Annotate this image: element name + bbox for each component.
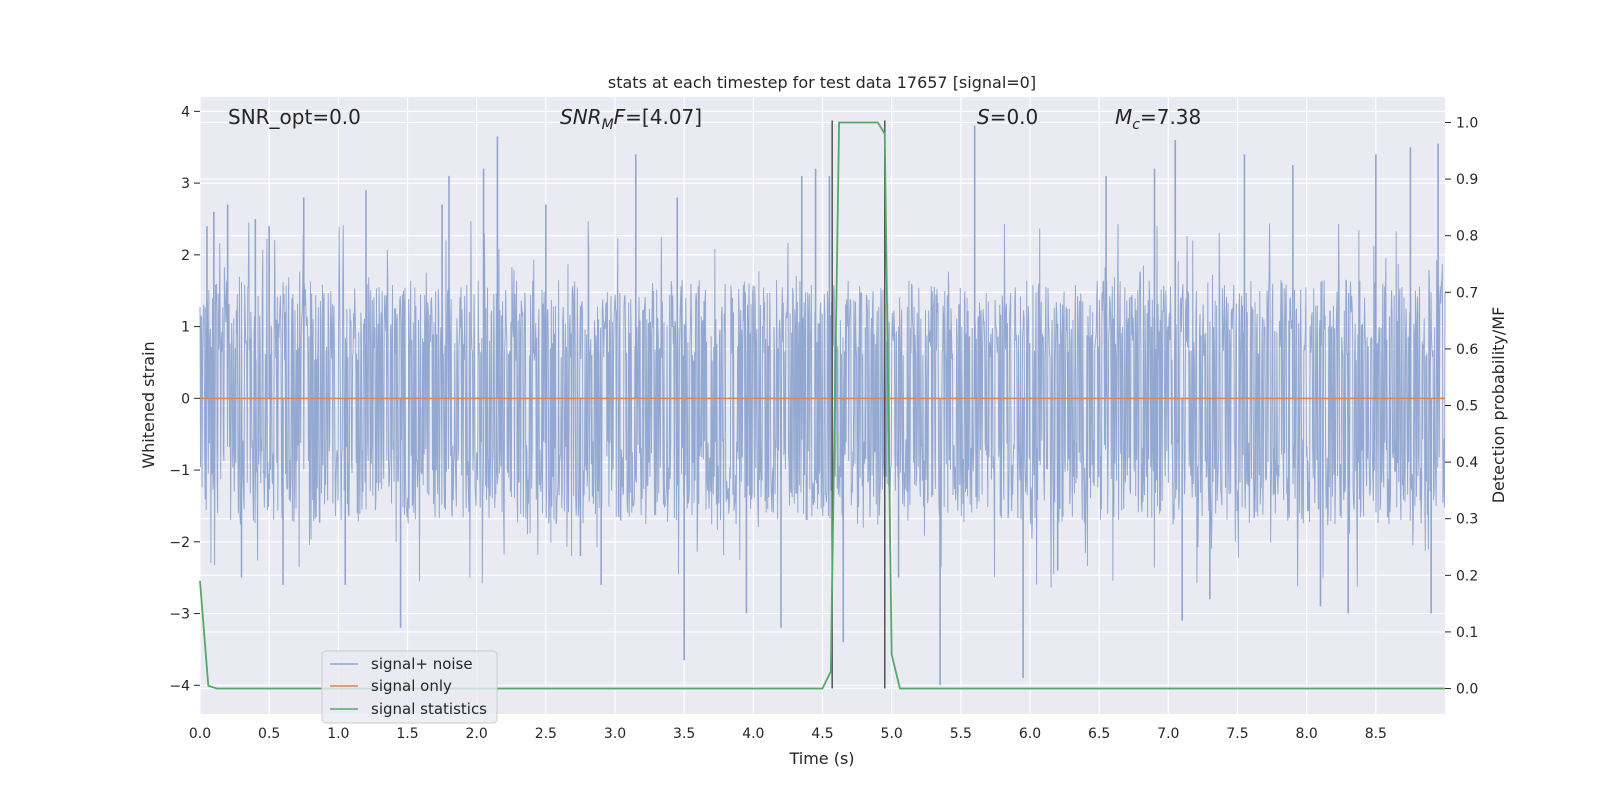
y-right-tick-label-4: 0.6 <box>1456 342 1478 358</box>
chart-title: stats at each timestep for test data 176… <box>608 73 1036 92</box>
x-tick-label-5: 2.5 <box>535 726 557 742</box>
y-left-tick-label-3: 1 <box>181 320 190 336</box>
x-tick-label-12: 6.0 <box>1019 726 1041 742</box>
legend-label-stats: signal statistics <box>371 700 487 718</box>
x-tick-label-15: 7.5 <box>1226 726 1248 742</box>
y-right-tick-label-5: 0.5 <box>1456 399 1478 415</box>
y-left-tick-label-0: 4 <box>181 104 190 120</box>
x-tick-label-8: 4.0 <box>742 726 764 742</box>
legend: signal+ noise signal only signal statist… <box>321 650 498 724</box>
y-right-tick-label-7: 0.3 <box>1456 512 1478 528</box>
y-left-tick-label-5: −1 <box>169 463 190 479</box>
y-right-tick-label-1: 0.9 <box>1456 172 1478 188</box>
y-left-tick-label-6: −2 <box>169 535 190 551</box>
y-axis-right-label: Detection probability/MF <box>1489 307 1508 504</box>
x-tick-label-0: 0.0 <box>189 726 211 742</box>
y-right-tick-label-3: 0.7 <box>1456 285 1478 301</box>
x-tick-label-10: 5.0 <box>881 726 903 742</box>
annotation-mc-value: =7.38 <box>1140 105 1201 129</box>
x-tick-label-4: 2.0 <box>466 726 488 742</box>
x-axis-label: Time (s) <box>788 749 854 768</box>
y-axis-left-ticks: 4 3 2 1 0 −1 −2 −3 −4 <box>169 104 200 694</box>
y-left-tick-label-1: 3 <box>181 176 190 192</box>
x-tick-label-7: 3.5 <box>673 726 695 742</box>
x-tick-label-17: 8.5 <box>1365 726 1387 742</box>
series-signal-plus-noise <box>199 125 1446 686</box>
signal-noise-trace <box>199 221 1446 588</box>
x-tick-label-3: 1.5 <box>396 726 418 742</box>
y-left-tick-label-7: −3 <box>169 607 190 623</box>
annotation-mc: Mc=7.38 <box>1115 105 1201 133</box>
annotation-snr-opt: SNR_opt=0.0 <box>228 105 361 129</box>
y-right-tick-label-0: 1.0 <box>1456 115 1478 131</box>
x-tick-label-2: 1.0 <box>327 726 349 742</box>
y-left-tick-label-8: −4 <box>169 678 190 694</box>
x-tick-label-9: 4.5 <box>811 726 833 742</box>
y-right-tick-label-8: 0.2 <box>1456 568 1478 584</box>
legend-label-noise: signal+ noise <box>371 655 473 673</box>
y-axis-left-label: Whitened strain <box>139 341 158 468</box>
annotation-s-value: =0.0 <box>990 105 1039 129</box>
annotation-s: S=0.0 <box>977 105 1038 129</box>
annotation-snr-mf: SNRMF=[4.07] <box>560 105 702 133</box>
x-axis-ticks: 0.0 0.5 1.0 1.5 2.0 2.5 3.0 3.5 4.0 4.5 5.0 5.5 6.0 6… <box>189 726 1387 742</box>
y-right-tick-label-10: 0.0 <box>1456 682 1478 698</box>
y-right-tick-label-9: 0.1 <box>1456 625 1478 641</box>
x-tick-label-6: 3.0 <box>604 726 626 742</box>
y-right-tick-label-6: 0.4 <box>1456 455 1478 471</box>
legend-label-signal: signal only <box>371 677 452 695</box>
y-left-tick-label-4: 0 <box>181 391 190 407</box>
y-axis-right-ticks: 1.0 0.9 0.8 0.7 0.6 0.5 0.4 0.3 0.2 0.1 0.0 <box>1445 115 1478 698</box>
x-tick-label-11: 5.5 <box>950 726 972 742</box>
y-left-tick-label-2: 2 <box>181 248 190 264</box>
annotation-snr-mf-value: =[4.07] <box>625 105 702 129</box>
y-right-tick-label-2: 0.8 <box>1456 229 1478 245</box>
x-tick-label-1: 0.5 <box>258 726 280 742</box>
signal-statistics-line <box>199 121 1445 690</box>
x-tick-label-13: 6.5 <box>1088 726 1110 742</box>
x-tick-label-14: 7.0 <box>1157 726 1179 742</box>
x-tick-label-16: 8.0 <box>1296 726 1318 742</box>
legend-box <box>321 650 498 724</box>
